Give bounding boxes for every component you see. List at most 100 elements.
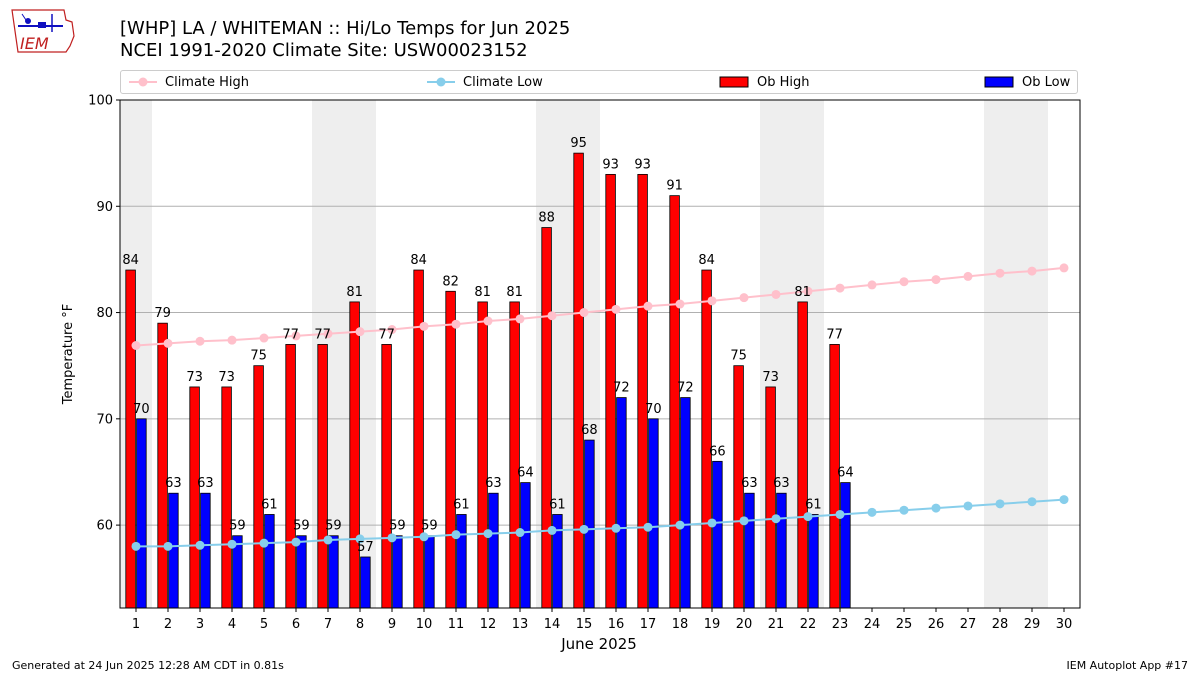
x-tick-label: 7 — [324, 617, 332, 632]
legend-label-climate-high: Climate High — [165, 74, 250, 90]
chart-title: [WHP] LA / WHITEMAN :: Hi/Lo Temps for J… — [120, 18, 571, 39]
climate-low-point — [1059, 495, 1069, 505]
weekend-shade — [792, 100, 824, 608]
ob-high-value-label: 93 — [634, 157, 651, 172]
ob-low-value-label: 66 — [709, 444, 726, 459]
climate-low-point — [451, 530, 461, 540]
climate-high-point — [707, 296, 717, 306]
ob-low-bar — [200, 492, 211, 609]
climate-low-point — [995, 499, 1005, 509]
ob-low-bar — [776, 492, 787, 609]
climate-low-point — [675, 520, 685, 530]
x-tick-label: 30 — [1056, 617, 1073, 632]
ob-high-value-label: 73 — [186, 370, 203, 385]
x-tick-label: 8 — [356, 617, 364, 632]
ob-high-value-label: 81 — [506, 285, 523, 300]
ob-low-value-label: 63 — [485, 476, 502, 491]
ob-high-bar — [189, 386, 200, 609]
climate-high-point — [867, 280, 877, 290]
x-tick-label: 4 — [228, 617, 236, 632]
climate-low-point — [131, 541, 141, 551]
ob-low-value-label: 72 — [677, 381, 694, 396]
climate-low-point — [771, 514, 781, 524]
logo-text: IEM — [20, 34, 49, 53]
ob-low-bar — [264, 514, 275, 609]
climate-high-point — [131, 340, 141, 350]
ob-low-bar — [136, 418, 147, 609]
x-tick-label: 16 — [608, 617, 625, 632]
x-tick-label: 19 — [704, 617, 721, 632]
climate-low-point — [163, 541, 173, 551]
ob-high-bar — [349, 301, 360, 609]
weekend-shade — [312, 100, 344, 608]
ob-high-bar — [413, 269, 424, 609]
legend-line-marker-icon — [129, 77, 157, 87]
climate-high-point — [259, 333, 269, 343]
ob-high-value-label: 77 — [826, 327, 843, 342]
ob-high-value-label: 77 — [314, 327, 331, 342]
legend-bar-swatch-icon — [984, 76, 1014, 88]
ob-high-bar — [637, 173, 648, 609]
weekend-shade — [536, 100, 568, 608]
ob-low-value-label: 59 — [325, 519, 342, 534]
app-credit: IEM Autoplot App #17 — [1066, 659, 1189, 672]
x-tick-label: 6 — [292, 617, 300, 632]
climate-high-point — [355, 327, 365, 337]
climate-low-point — [195, 540, 205, 550]
x-tick-label: 17 — [640, 617, 657, 632]
ob-high-bar — [765, 386, 776, 609]
climate-high-point — [323, 329, 333, 339]
ob-low-bar — [328, 535, 339, 609]
ob-low-bar — [680, 397, 691, 609]
ob-high-value-label: 75 — [730, 349, 747, 364]
ob-high-value-label: 88 — [538, 211, 555, 226]
climate-low-point — [931, 503, 941, 513]
x-axis-label: June 2025 — [560, 635, 637, 653]
ob-high-bar — [157, 322, 168, 609]
ob-low-bar — [456, 514, 467, 609]
ob-high-value-label: 73 — [762, 370, 779, 385]
ob-high-bar — [509, 301, 520, 609]
ob-low-value-label: 61 — [453, 497, 470, 512]
ob-low-value-label: 59 — [389, 519, 406, 534]
legend-label-ob-low: Ob Low — [1022, 74, 1071, 90]
ob-high-bar — [317, 344, 328, 609]
ob-low-bar — [712, 460, 723, 609]
ob-high-value-label: 82 — [442, 274, 459, 289]
x-tick-label: 11 — [448, 617, 465, 632]
ob-low-bar — [360, 556, 371, 609]
climate-low-point — [579, 524, 589, 534]
ob-low-value-label: 63 — [741, 476, 758, 491]
ob-high-value-label: 77 — [378, 327, 395, 342]
ob-low-bar — [392, 535, 403, 609]
climate-low-point — [643, 522, 653, 532]
ob-low-value-label: 64 — [837, 466, 854, 481]
ob-high-value-label: 93 — [602, 157, 619, 172]
weekend-shade — [760, 100, 792, 608]
y-tick-label: 100 — [88, 94, 113, 109]
y-axis-label: Temperature °F — [61, 304, 76, 405]
ob-low-value-label: 72 — [613, 381, 630, 396]
climate-high-point — [643, 301, 653, 311]
x-tick-label: 3 — [196, 617, 204, 632]
legend-label-climate-low: Climate Low — [463, 74, 543, 90]
ob-low-value-label: 63 — [773, 476, 790, 491]
climate-high-point — [515, 314, 525, 324]
y-tick-label: 80 — [96, 306, 113, 321]
climate-high-point — [579, 308, 589, 318]
ob-low-bar — [616, 397, 627, 609]
x-tick-label: 1 — [132, 617, 140, 632]
ob-high-value-label: 81 — [794, 285, 811, 300]
ob-high-bar — [381, 344, 392, 609]
legend: Climate High Climate Low Ob High Ob Low — [120, 70, 1078, 94]
ob-low-value-label: 70 — [645, 402, 662, 417]
climate-high-point — [387, 325, 397, 335]
ob-low-value-label: 59 — [229, 519, 246, 534]
ob-high-value-label: 81 — [474, 285, 491, 300]
ob-high-bar — [477, 301, 488, 609]
x-tick-label: 14 — [544, 617, 561, 632]
ob-low-value-label: 63 — [165, 476, 182, 491]
y-tick-label: 70 — [96, 412, 113, 427]
ob-high-value-label: 84 — [698, 253, 715, 268]
x-tick-label: 20 — [736, 617, 753, 632]
